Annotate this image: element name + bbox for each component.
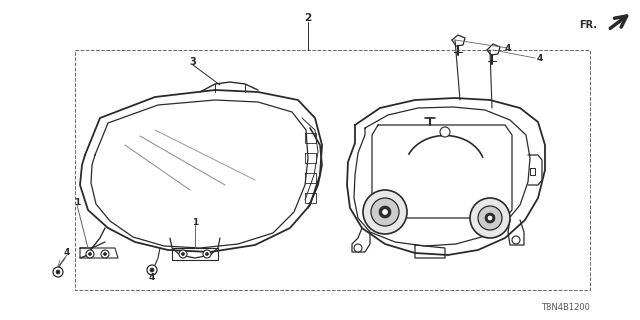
Circle shape [512,236,520,244]
Circle shape [179,250,187,258]
Circle shape [56,270,60,274]
Circle shape [53,267,63,277]
Text: 4: 4 [64,247,70,257]
Text: 2: 2 [305,13,312,23]
Circle shape [440,127,450,137]
Circle shape [363,190,407,234]
Circle shape [101,250,109,258]
Circle shape [470,198,510,238]
Circle shape [478,206,502,230]
Circle shape [205,252,209,255]
Circle shape [379,206,391,218]
Circle shape [86,250,94,258]
Circle shape [371,198,399,226]
Text: 4: 4 [505,44,511,52]
Circle shape [354,244,362,252]
Circle shape [104,252,106,255]
Text: 4: 4 [537,53,543,62]
Circle shape [485,213,495,223]
Text: 1: 1 [74,197,80,206]
Circle shape [182,252,184,255]
Circle shape [488,216,492,220]
Text: T8N4B1200: T8N4B1200 [541,303,589,313]
Circle shape [383,210,387,214]
Text: FR.: FR. [579,20,597,30]
Circle shape [203,250,211,258]
Circle shape [147,265,157,275]
Text: 4: 4 [149,274,155,283]
Text: 1: 1 [192,218,198,227]
Text: 3: 3 [189,57,196,67]
Circle shape [150,268,154,272]
Circle shape [88,252,92,255]
